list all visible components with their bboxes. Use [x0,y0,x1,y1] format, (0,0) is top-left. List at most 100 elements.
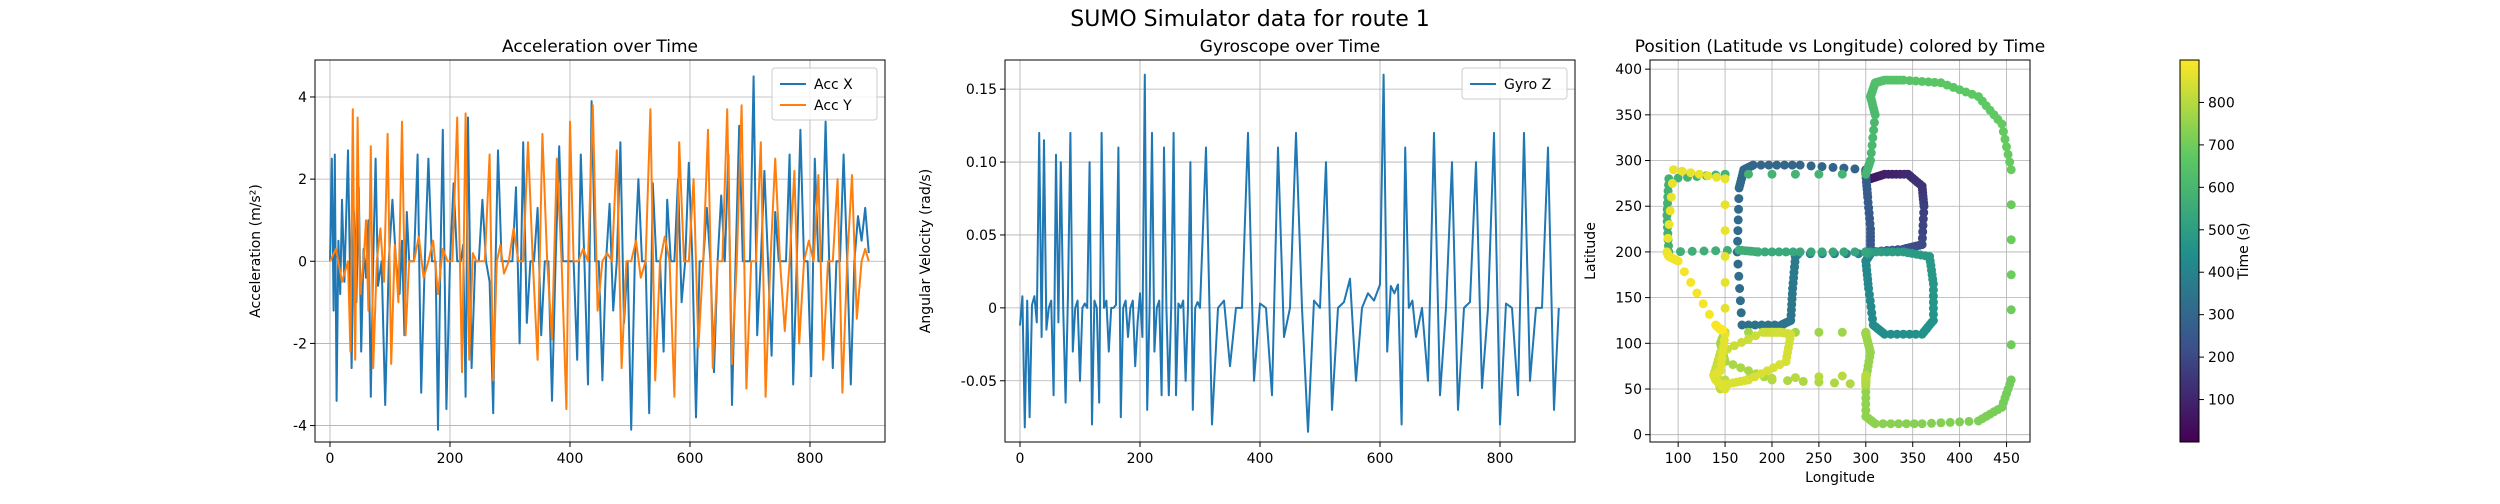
position-point [1902,419,1911,429]
position-point [1919,201,1929,211]
position-point [1756,160,1766,170]
position-point [1720,200,1730,210]
y-tick-label: -4 [293,419,307,435]
y-tick-label: 2 [298,172,307,188]
position-point [1787,160,1797,170]
y-tick-label: 0.05 [966,228,997,244]
position-point [1734,183,1744,193]
position-point [1886,419,1896,429]
x-tick-label: 400 [1946,451,1973,467]
position-point [1757,320,1767,330]
x-tick-label: 200 [437,451,464,467]
position-point [1814,327,1824,337]
position-point [1878,419,1888,429]
position-point [1751,331,1761,341]
position-point [1734,245,1744,255]
position-point [1686,168,1696,178]
position-point [1677,166,1687,176]
position-point [1828,247,1838,257]
position-point [1850,164,1860,174]
y-tick-label: -0.05 [961,374,997,390]
position-point [1736,308,1746,318]
series-line-gyro-z [1019,73,1560,433]
position-point [1666,192,1676,202]
position-point [1780,160,1789,170]
position-point [1744,327,1753,337]
position-point [1692,288,1702,298]
position-point [1783,376,1793,386]
position-point [1744,320,1753,330]
x-tick-label: 200 [1759,451,1786,467]
axes-frame [1004,59,1576,443]
position-point [1861,327,1871,337]
position-point [1861,370,1871,380]
position-point [1997,119,2007,129]
y-axis-label: Angular Velocity (rad/s) [918,169,934,333]
position-point [1845,379,1855,389]
colorbar-tick-label: 800 [2208,95,2235,111]
series-line-acc-x [329,75,870,431]
position-point [1898,329,1908,339]
colorbar-tick-label: 500 [2208,223,2235,239]
position-point [1734,271,1744,281]
y-tick-label: 4 [298,90,307,106]
position-point [1736,363,1746,373]
position-point [1720,303,1730,313]
y-tick-label: -2 [293,336,307,352]
position-point [1767,169,1777,179]
position-point [1828,162,1838,172]
x-tick-label: 800 [797,451,824,467]
position-point [1735,284,1745,293]
position-point [1839,247,1849,257]
legend-box [1461,67,1568,100]
position-point [1679,267,1689,277]
position-point [1729,341,1739,351]
legend-box [771,67,878,121]
position-point [1694,169,1704,179]
y-tick-label: 0.15 [966,82,997,98]
position-point [2006,165,2016,175]
colorbar-tick-label: 200 [2208,350,2235,366]
position-point [1869,117,1879,127]
x-tick-label: 250 [1806,451,1833,467]
y-tick-label: 0 [988,301,997,317]
chart-panel-3: 100 150 200 250 300 350 400 450 0 50 100 150 200 250 3… [1583,37,2252,486]
y-tick-label: 200 [1615,245,1642,261]
position-point [1733,215,1743,225]
position-point [1669,165,1678,175]
position-point [1734,194,1744,204]
position-point [1703,171,1713,181]
position-point [1945,417,1955,427]
position-point [1817,247,1827,257]
position-point [1686,277,1696,287]
x-tick-label: 200 [1127,451,1154,467]
position-point [1781,247,1791,257]
position-point [1866,156,1875,165]
position-point [1790,373,1800,383]
position-point [1704,309,1714,319]
data-layer [1662,75,2016,429]
position-point [2002,142,2011,152]
position-point [1673,173,1683,183]
chart-title: Position (Latitude vs Longitude) colored… [1635,37,2046,57]
position-point [1764,160,1774,170]
position-point [1806,247,1816,257]
legend-label: Gyro Z [1504,77,1551,93]
position-point [1774,247,1784,257]
colorbar-bar [2179,59,2200,443]
position-point [1767,247,1777,257]
position-point [1866,148,1876,158]
axes-frame [1649,59,2031,443]
y-tick-label: 150 [1615,291,1642,307]
position-point [2003,149,2013,159]
y-tick-label: 250 [1615,199,1642,215]
position-point [1663,233,1673,243]
axes-frame [314,59,886,443]
x-tick-label: 600 [677,451,704,467]
position-point [1837,327,1847,337]
colorbar-tick-label: 100 [2208,393,2235,409]
x-tick-label: 0 [1016,451,1025,467]
y-tick-label: 0 [1633,428,1642,444]
position-point [1718,325,1728,335]
position-point [1998,127,2008,137]
